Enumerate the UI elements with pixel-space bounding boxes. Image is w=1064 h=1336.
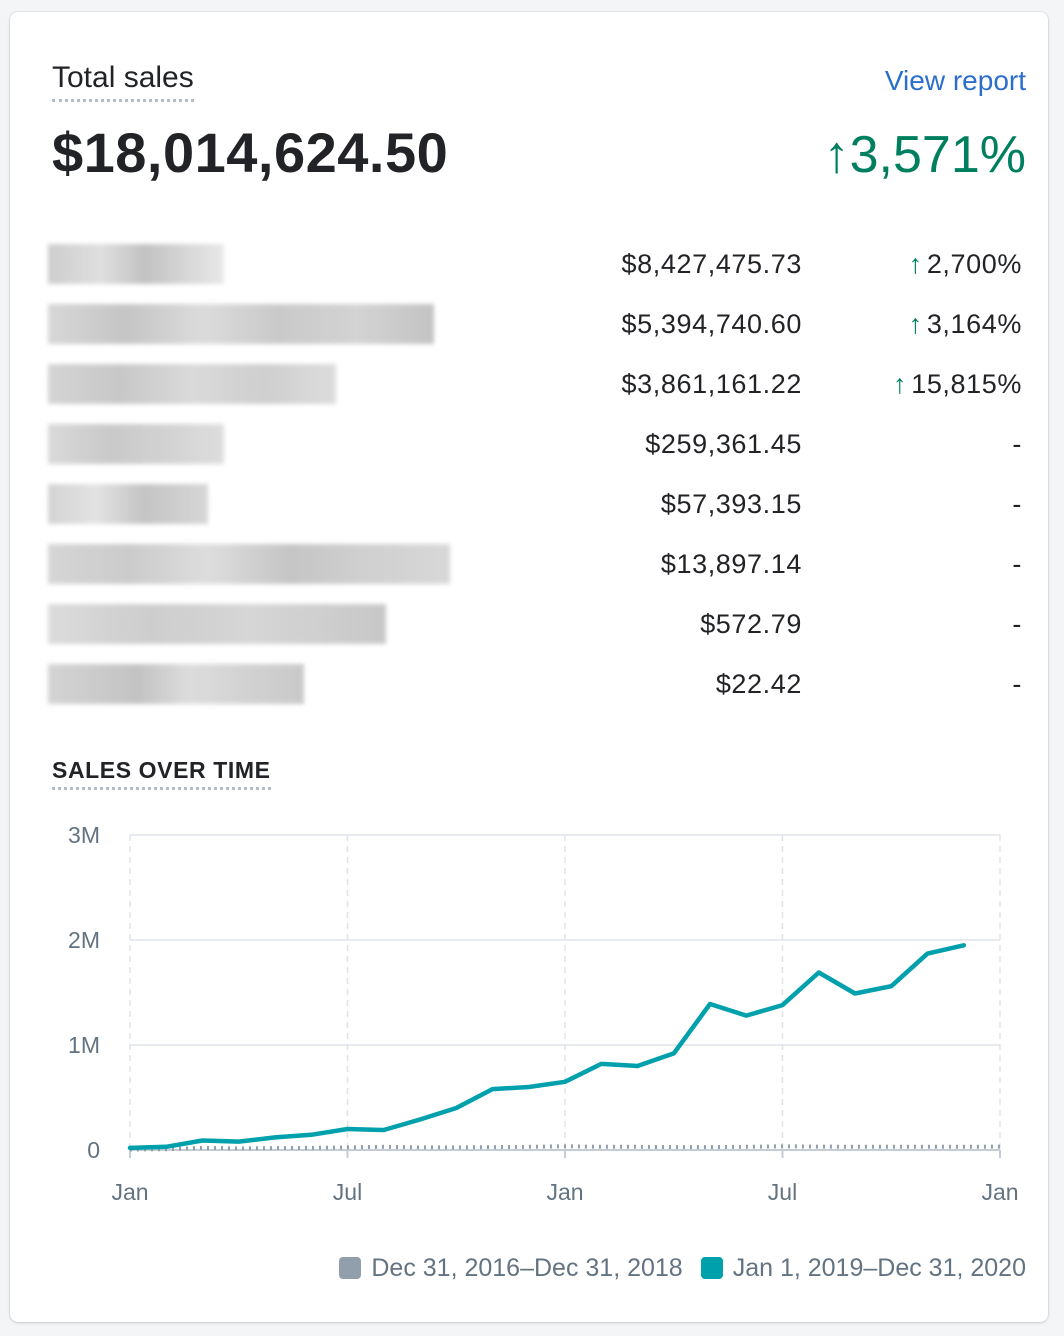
y-tick-label: 2M [68,927,100,953]
row-value: $22.42 [715,669,802,699]
row-change: ↑ 2,700% [909,246,1022,282]
x-tick-label: Jan [111,1179,148,1205]
arrow-up-icon: ↑ [893,369,908,399]
breakdown-row: $57,393.15 - [46,474,1026,534]
row-change: - [1012,429,1022,459]
legend-swatch [339,1257,362,1279]
redacted-label [48,304,434,344]
row-value: $5,394,740.60 [621,309,802,339]
redacted-label [48,364,336,404]
breakdown-row: $8,427,475.73 ↑ 2,700% [46,234,1026,294]
total-change-value: 3,571% [849,126,1026,184]
row-change: - [1012,489,1022,519]
breakdown-row: $5,394,740.60 ↑ 3,164% [46,294,1026,354]
row-change-value: 2,700% [926,249,1022,279]
y-tick-label: 0 [87,1137,100,1163]
y-tick-label: 1M [68,1032,100,1058]
y-tick-label: 3M [68,822,100,848]
total-sales-value: $18,014,624.50 [52,121,449,184]
legend-label: Jan 1, 2019–Dec 31, 2020 [732,1254,1026,1282]
x-tick-label: Jan [546,1179,583,1205]
legend-item-previous[interactable]: Dec 31, 2016–Dec 31, 2018 [339,1252,683,1284]
series-line-0 [129,1144,1001,1152]
row-value: $57,393.15 [660,489,802,519]
arrow-up-icon: ↑ [908,249,923,279]
redacted-label [48,244,224,284]
view-report-link[interactable]: View report [884,65,1026,96]
legend-swatch [700,1257,723,1279]
row-change: - [1012,549,1022,579]
row-value: $13,897.14 [660,549,802,579]
x-tick-label: Jul [768,1179,797,1205]
breakdown-list: $8,427,475.73 ↑ 2,700% $5,394,740.60 ↑ 3,1… [46,234,1026,714]
redacted-label [48,544,450,584]
row-change: - [1012,609,1022,639]
row-value: $8,427,475.73 [621,249,802,279]
row-change: ↑ 15,815% [893,366,1022,402]
breakdown-row: $22.42 - [46,654,1026,714]
card-title[interactable]: Total sales [52,60,194,102]
x-tick-label: Jul [333,1179,362,1205]
series-line-1 [127,943,967,1151]
row-change: - [1012,669,1022,699]
sales-over-time-title[interactable]: SALES OVER TIME [52,756,271,790]
redacted-label [48,484,208,524]
x-tick-label: Jan [981,1179,1018,1205]
row-value: $572.79 [700,609,802,639]
sales-over-time-chart: 3M 2M 1M 0 Jan Jul Jan Jul Jan [68,822,1019,1205]
chart-legend: Dec 31, 2016–Dec 31, 2018 Jan 1, 2019–De… [321,1252,1026,1284]
row-change-value: 15,815% [911,369,1022,399]
breakdown-row: $572.79 - [46,594,1026,654]
row-value: $259,361.45 [645,429,802,459]
total-sales-card: Total sales View report $18,014,624.50 ↑… [10,12,1048,1322]
legend-item-current[interactable]: Jan 1, 2019–Dec 31, 2020 [700,1252,1026,1284]
arrow-up-icon: ↑ [908,309,923,339]
breakdown-row: $3,861,161.22 ↑ 15,815% [46,354,1026,414]
redacted-label [48,424,224,464]
row-change: ↑ 3,164% [909,306,1022,342]
arrow-up-icon: ↑ [823,126,850,184]
total-sales-change: ↑3,571% [824,122,1026,188]
redacted-label [48,604,386,644]
redacted-label [48,664,304,704]
row-change-value: 3,164% [926,309,1022,339]
legend-label: Dec 31, 2016–Dec 31, 2018 [371,1254,683,1282]
row-value: $3,861,161.22 [621,369,802,399]
breakdown-row: $13,897.14 - [46,534,1026,594]
breakdown-row: $259,361.45 - [46,414,1026,474]
